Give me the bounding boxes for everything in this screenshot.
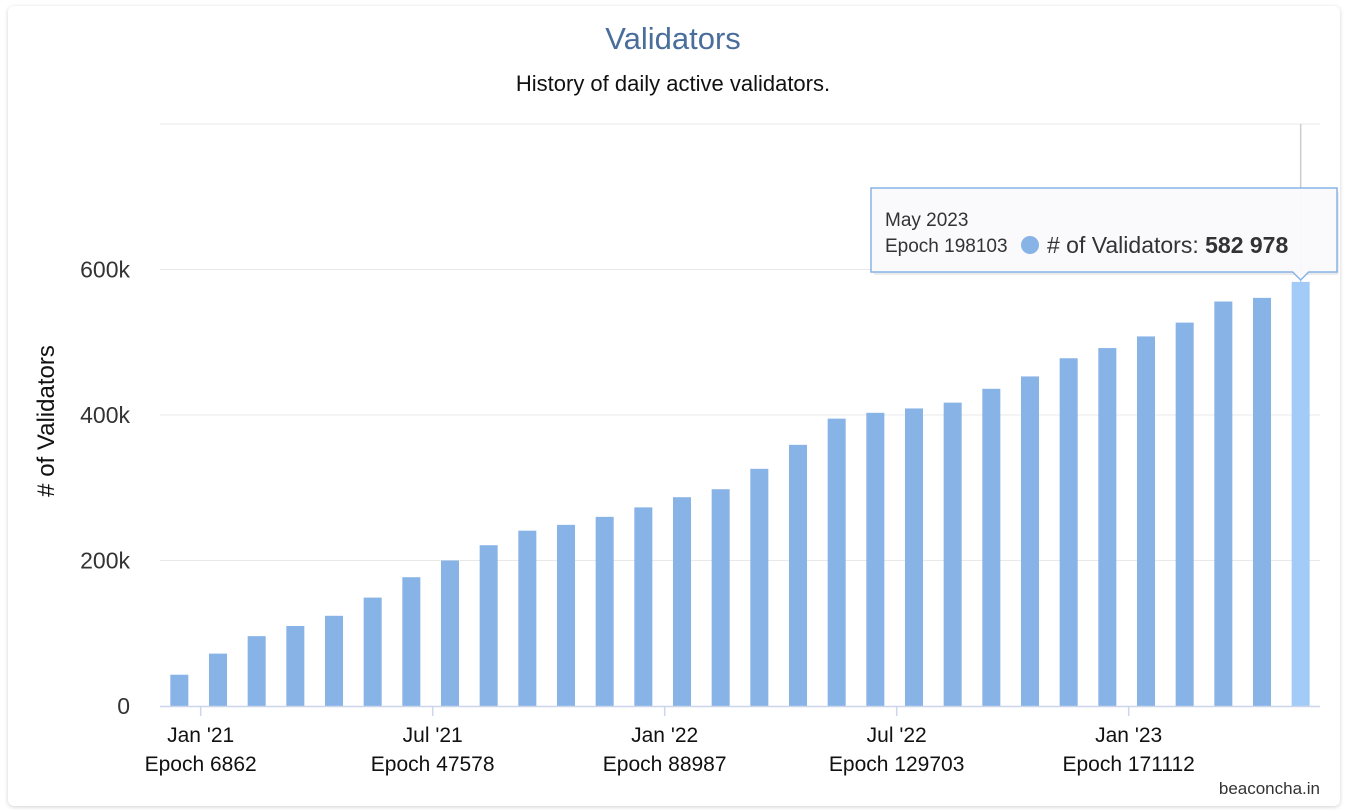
tooltip-date: May 2023 bbox=[885, 210, 968, 231]
x-tick-label: Jul '21 bbox=[403, 724, 463, 747]
tooltip-series-marker bbox=[1021, 236, 1039, 254]
bar[interactable] bbox=[402, 577, 421, 706]
bar[interactable] bbox=[866, 412, 885, 706]
x-tick-sublabel: Epoch 88987 bbox=[603, 753, 727, 776]
bar[interactable] bbox=[595, 516, 614, 706]
x-tick-sublabel: Epoch 6862 bbox=[145, 753, 257, 776]
bar[interactable] bbox=[1098, 348, 1117, 706]
tooltip-box bbox=[870, 187, 1338, 282]
y-axis-label: # of Validators bbox=[33, 345, 60, 497]
x-tick-label: Jan '23 bbox=[1095, 724, 1162, 747]
bar[interactable] bbox=[325, 615, 343, 706]
bar[interactable] bbox=[905, 408, 923, 706]
tooltip: May 2023 Epoch 198103 # of Validators: 582… bbox=[870, 187, 1339, 282]
bar[interactable] bbox=[479, 545, 498, 706]
bar[interactable] bbox=[247, 636, 266, 706]
bar[interactable] bbox=[557, 524, 575, 706]
bar[interactable] bbox=[634, 507, 653, 706]
bar[interactable] bbox=[1021, 376, 1039, 706]
chart-title: Validators bbox=[605, 21, 741, 56]
bar[interactable] bbox=[286, 625, 305, 706]
tooltip-epoch: Epoch 198103 bbox=[885, 236, 1008, 257]
bar[interactable] bbox=[982, 388, 1001, 706]
tooltip-series-label: # of Validators: 582 978 bbox=[1047, 232, 1288, 258]
bar[interactable] bbox=[441, 560, 459, 707]
bar[interactable] bbox=[1253, 297, 1271, 706]
chart-card: Validators History of daily active valid… bbox=[8, 6, 1340, 806]
bar[interactable] bbox=[1059, 358, 1078, 706]
bar[interactable] bbox=[1137, 336, 1155, 706]
bar[interactable] bbox=[170, 674, 189, 706]
bar[interactable] bbox=[209, 653, 227, 706]
x-tick-sublabel: Epoch 171112 bbox=[1062, 753, 1194, 776]
y-tick-label: 600k bbox=[80, 257, 130, 283]
x-tick-label: Jan '21 bbox=[167, 724, 234, 747]
axes: 0 200k 400k 600k Jan '21 Epoch 6862 Jul '21 Epo… bbox=[80, 257, 1320, 776]
credits-link[interactable]: beaconcha.in bbox=[1219, 779, 1320, 798]
chart-subtitle: History of daily active validators. bbox=[516, 71, 830, 96]
bar[interactable] bbox=[750, 468, 769, 706]
bar[interactable] bbox=[673, 497, 691, 706]
bar[interactable] bbox=[518, 530, 537, 706]
y-tick-label: 400k bbox=[80, 402, 130, 428]
x-tick-sublabel: Epoch 129703 bbox=[829, 753, 964, 776]
chart-svg: Validators History of daily active valid… bbox=[33, 21, 1339, 798]
bar[interactable] bbox=[1214, 301, 1233, 706]
x-tick-label: Jul '22 bbox=[867, 724, 927, 747]
bar[interactable] bbox=[1291, 281, 1310, 706]
y-tick-label: 200k bbox=[80, 548, 130, 574]
bars bbox=[170, 281, 1310, 707]
tooltip-value: 582 978 bbox=[1205, 232, 1288, 258]
y-tick-label: 0 bbox=[117, 693, 130, 719]
bar[interactable] bbox=[943, 402, 962, 706]
bar[interactable] bbox=[711, 489, 730, 706]
bar[interactable] bbox=[789, 444, 807, 706]
x-tick-sublabel: Epoch 47578 bbox=[371, 753, 495, 776]
bar[interactable] bbox=[363, 597, 382, 706]
bar[interactable] bbox=[827, 418, 846, 706]
x-tick-label: Jan '22 bbox=[631, 724, 698, 747]
bar[interactable] bbox=[1175, 322, 1194, 706]
